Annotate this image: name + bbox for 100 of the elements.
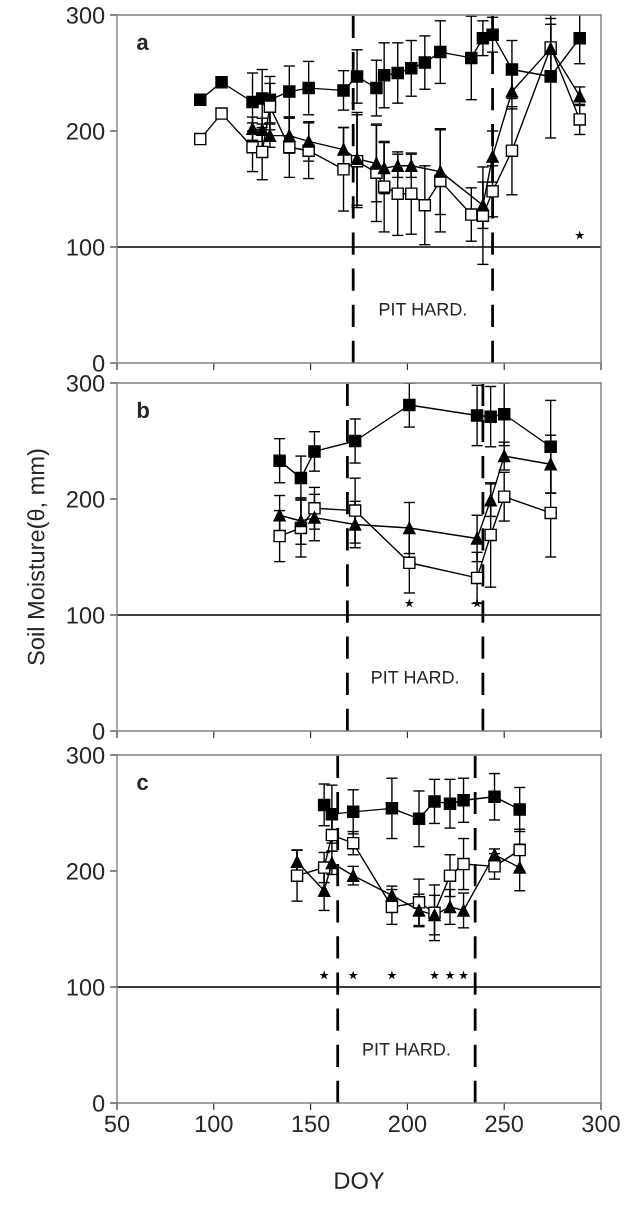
y-tick-label: 300 [66, 375, 105, 392]
point [294, 514, 308, 528]
point [273, 508, 286, 522]
x-tick-label: 100 [195, 1115, 233, 1133]
point [484, 528, 497, 542]
point [403, 556, 416, 570]
point [273, 454, 286, 467]
x-tick-label: 50 [104, 1115, 130, 1133]
point [370, 157, 383, 170]
y-tick-label: 200 [66, 491, 105, 508]
point [497, 449, 511, 463]
point [337, 84, 350, 97]
point [337, 163, 350, 176]
point [513, 861, 526, 874]
text: b [137, 401, 150, 419]
point [465, 208, 478, 221]
point [377, 180, 391, 193]
point [544, 457, 557, 471]
point [573, 89, 586, 103]
point [505, 63, 519, 76]
point [412, 896, 426, 909]
point [443, 797, 457, 810]
point [412, 904, 426, 917]
point [573, 31, 586, 45]
point [472, 598, 482, 608]
y-tick-label: 0 [92, 723, 105, 740]
x-tick-label: 300 [582, 1115, 620, 1133]
y-tick-label: 200 [66, 123, 105, 140]
point [418, 198, 432, 212]
x-axis-title: DOY [335, 1172, 385, 1189]
point [273, 529, 286, 543]
point [544, 506, 557, 520]
annotation: PIT HARD. [372, 671, 458, 684]
point [385, 802, 399, 815]
annotation: PIT HARD. [379, 303, 466, 316]
point [443, 900, 457, 914]
y-tick-label: 0 [92, 1095, 105, 1112]
point [308, 445, 321, 458]
point [470, 409, 484, 422]
point [255, 145, 269, 159]
point [470, 571, 484, 585]
point [263, 100, 277, 113]
point [497, 408, 511, 421]
point [418, 56, 432, 69]
point [290, 869, 304, 882]
point [497, 490, 511, 503]
point [348, 434, 362, 448]
y-axis-title: Soil Moisture(θ, mm) [27, 449, 50, 665]
point [350, 70, 364, 83]
y-tick-label: 100 [67, 239, 105, 256]
point [465, 51, 478, 65]
point [484, 493, 497, 507]
text: c [137, 777, 149, 791]
point [302, 81, 315, 95]
point [308, 502, 321, 515]
point [325, 856, 339, 870]
y-tick-label: 300 [66, 7, 105, 24]
point [405, 159, 418, 173]
point [215, 76, 228, 89]
x-tick-label: 250 [485, 1115, 523, 1133]
point [308, 511, 321, 524]
point [348, 970, 358, 980]
point [290, 855, 304, 868]
point [457, 857, 470, 871]
point [405, 187, 418, 200]
x-tick-label: 150 [292, 1115, 330, 1133]
point [505, 144, 519, 157]
y-tick-label: 100 [67, 979, 105, 996]
point [377, 161, 391, 175]
y-tick-label: 300 [66, 747, 105, 764]
point [317, 884, 331, 897]
point [403, 398, 416, 412]
point [405, 62, 418, 75]
text: a [137, 37, 149, 51]
point [484, 410, 497, 423]
point [486, 185, 499, 198]
point [513, 843, 526, 857]
point [325, 807, 339, 821]
point [488, 790, 501, 804]
point [391, 66, 404, 80]
point [385, 900, 399, 914]
point [434, 45, 447, 59]
point [486, 28, 499, 41]
point [348, 504, 362, 517]
point [193, 93, 207, 106]
point [215, 107, 228, 120]
point [428, 795, 441, 808]
point [283, 85, 296, 98]
point [513, 803, 526, 816]
point [486, 150, 499, 163]
point [488, 860, 501, 873]
point [403, 521, 416, 535]
point [391, 159, 404, 173]
point [346, 869, 360, 882]
point [575, 230, 585, 240]
point [573, 113, 586, 126]
annotation: PIT HARD. [363, 1043, 450, 1056]
point [283, 140, 296, 154]
point [377, 69, 391, 82]
point [476, 198, 490, 212]
